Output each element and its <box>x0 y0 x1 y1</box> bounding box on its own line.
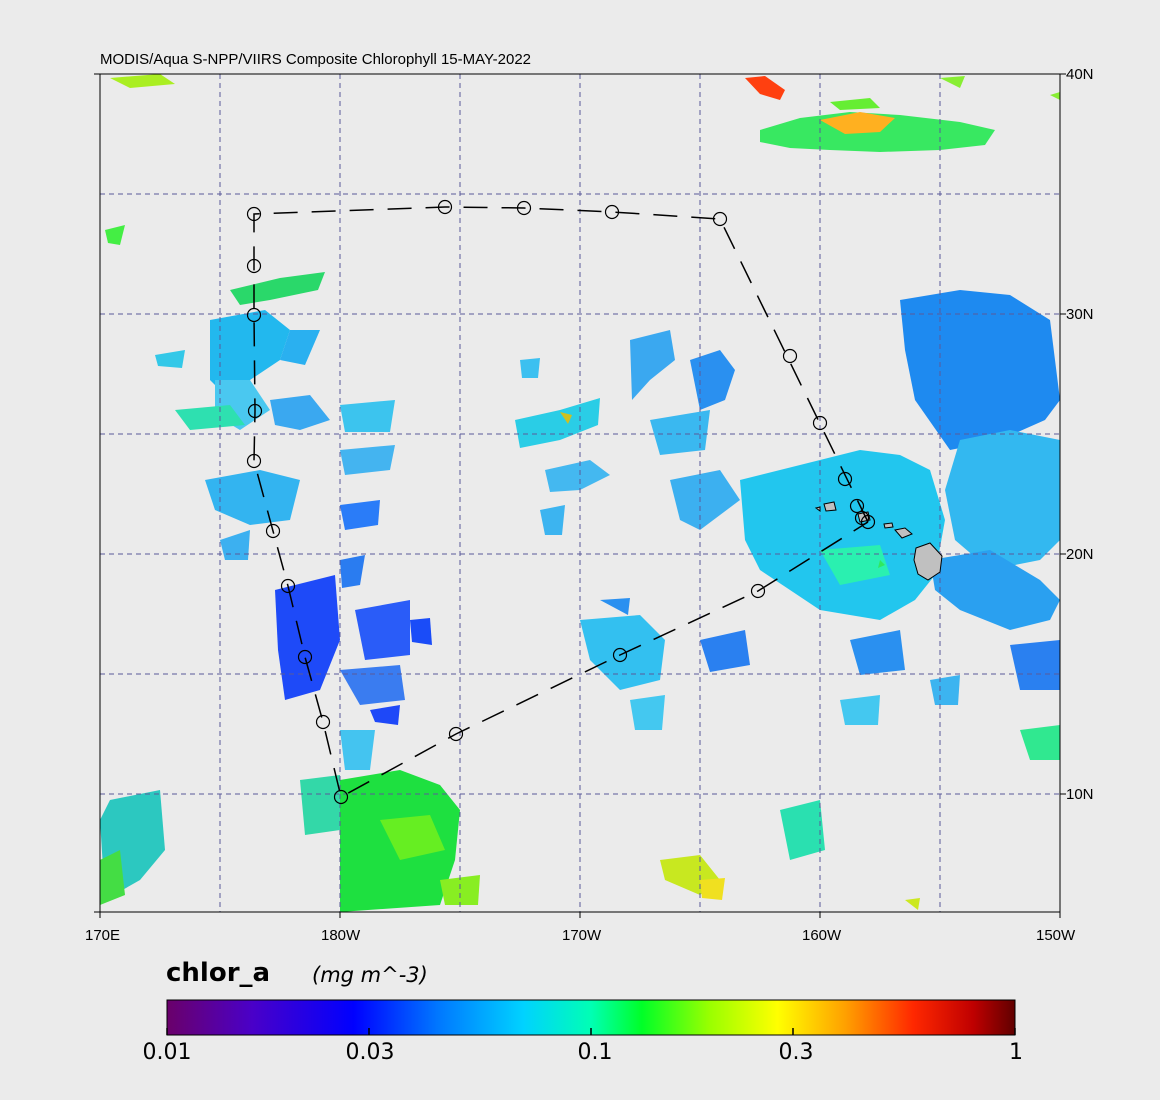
axis-ticks <box>94 73 1066 918</box>
map-title: MODIS/Aqua S-NPP/VIIRS Composite Chlorop… <box>100 51 532 68</box>
big-island <box>913 542 943 581</box>
station-marker <box>246 258 262 274</box>
lon-label-160w: 160W <box>802 927 842 944</box>
niihau <box>814 506 821 512</box>
colorbar-tick-label: 0.3 <box>778 1040 814 1065</box>
station-marker <box>837 471 853 487</box>
colorbar-tick-label: 0.03 <box>345 1040 395 1065</box>
station-marker <box>860 514 876 530</box>
station-marker <box>448 726 464 742</box>
station-marker <box>333 789 349 805</box>
colorbar-tick-label: 0.1 <box>577 1040 613 1065</box>
station-marker <box>750 583 766 599</box>
station-marker <box>849 498 865 514</box>
hawaii-islands <box>814 501 943 581</box>
molokai <box>883 522 894 529</box>
colorbar-ticks <box>166 1028 1016 1035</box>
colorbar-tick-label: 1 <box>1009 1040 1023 1065</box>
colorbar-units: (mg m^-3) <box>312 963 428 987</box>
station-marker <box>612 647 628 663</box>
lat-label-30n: 30N <box>1066 306 1094 323</box>
station-marker <box>812 415 828 431</box>
station-marker <box>265 523 281 539</box>
lat-label-20n: 20N <box>1066 546 1094 563</box>
graticule <box>100 74 1060 912</box>
lon-label-180w: 180W <box>321 927 361 944</box>
lat-label-40n: 40N <box>1066 66 1094 83</box>
lon-label-170e: 170E <box>85 927 121 944</box>
station-marker <box>437 199 453 215</box>
station-marker <box>246 206 262 222</box>
station-marker <box>246 307 262 323</box>
cruise-track <box>253 206 869 799</box>
station-marker <box>712 211 728 227</box>
station-marker <box>782 348 798 364</box>
colorbar-title: chlor_a <box>166 958 271 988</box>
lon-label-170w: 170W <box>562 927 602 944</box>
station-marker <box>280 578 296 594</box>
station-marker <box>297 649 313 665</box>
station-marker <box>516 200 532 216</box>
station-marker <box>604 204 620 220</box>
station-marker <box>247 403 263 419</box>
lon-label-150w: 150W <box>1036 927 1076 944</box>
lat-label-10n: 10N <box>1066 786 1094 803</box>
kauai <box>823 501 837 512</box>
colorbar-tick-label: 0.01 <box>142 1040 192 1065</box>
station-marker <box>246 453 262 469</box>
station-marker <box>315 714 331 730</box>
station-markers <box>246 199 876 805</box>
maui <box>894 527 913 539</box>
